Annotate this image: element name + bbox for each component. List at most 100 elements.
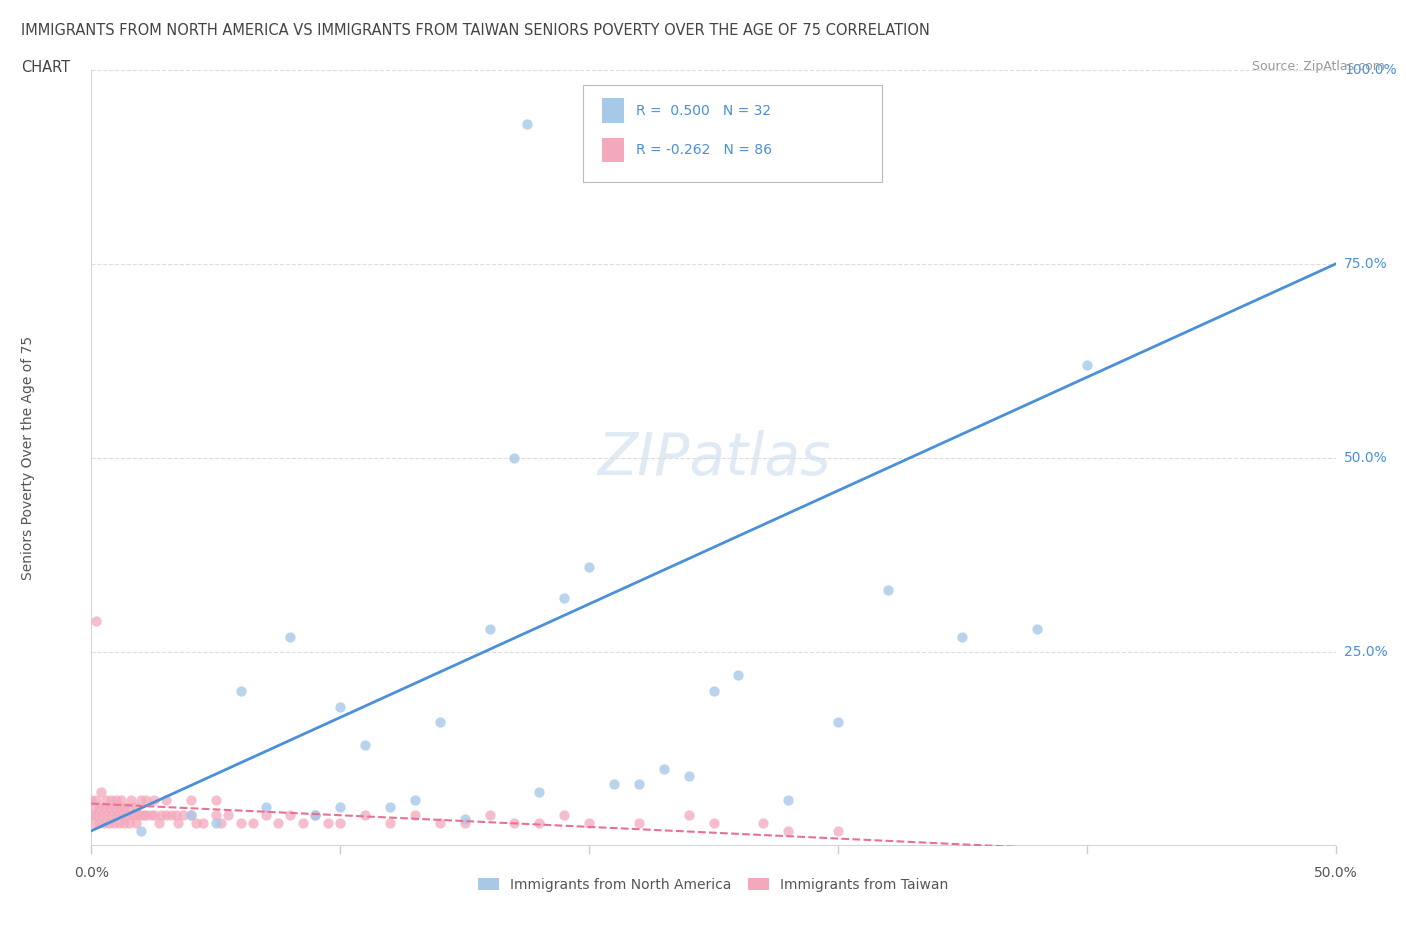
Text: 50.0%: 50.0% xyxy=(1344,451,1388,465)
Point xyxy=(404,792,426,807)
Point xyxy=(103,800,125,815)
Point xyxy=(86,614,108,629)
Text: 100.0%: 100.0% xyxy=(1344,62,1396,77)
Point xyxy=(529,785,551,800)
Point xyxy=(80,792,103,807)
Point xyxy=(107,800,129,815)
Point xyxy=(105,808,128,823)
Point xyxy=(120,808,142,823)
Point xyxy=(129,808,152,823)
Point xyxy=(80,808,103,823)
Point xyxy=(354,808,377,823)
Point xyxy=(83,816,105,830)
Point xyxy=(280,630,302,644)
Point xyxy=(97,800,120,815)
Point xyxy=(205,792,228,807)
Point xyxy=(184,816,207,830)
Point xyxy=(110,792,132,807)
Point xyxy=(193,816,215,830)
Point xyxy=(86,808,108,823)
Point xyxy=(112,800,135,815)
FancyBboxPatch shape xyxy=(602,99,624,123)
Point xyxy=(103,816,125,830)
Point xyxy=(280,808,302,823)
Point xyxy=(205,808,228,823)
Point xyxy=(93,800,115,815)
Point xyxy=(316,816,339,830)
Text: 25.0%: 25.0% xyxy=(1344,645,1388,659)
Point xyxy=(180,808,202,823)
Point xyxy=(291,816,314,830)
Text: R =  0.500   N = 32: R = 0.500 N = 32 xyxy=(637,103,772,118)
Point xyxy=(148,816,170,830)
Point xyxy=(172,808,194,823)
Point xyxy=(378,816,401,830)
Point xyxy=(478,808,501,823)
Point xyxy=(155,792,177,807)
Point xyxy=(827,823,849,838)
FancyBboxPatch shape xyxy=(583,86,882,182)
Point xyxy=(90,785,112,800)
Text: R = -0.262   N = 86: R = -0.262 N = 86 xyxy=(637,143,772,157)
Point xyxy=(627,777,650,791)
Point xyxy=(107,816,129,830)
Point xyxy=(1076,357,1098,372)
Point xyxy=(678,769,700,784)
Point xyxy=(429,714,451,729)
Point xyxy=(165,808,187,823)
Point xyxy=(118,800,141,815)
Point xyxy=(429,816,451,830)
Point xyxy=(135,792,157,807)
Point xyxy=(125,816,148,830)
Text: 50.0%: 50.0% xyxy=(1313,866,1358,880)
Text: IMMIGRANTS FROM NORTH AMERICA VS IMMIGRANTS FROM TAIWAN SENIORS POVERTY OVER THE: IMMIGRANTS FROM NORTH AMERICA VS IMMIGRA… xyxy=(21,23,929,38)
Point xyxy=(86,792,108,807)
Point xyxy=(329,800,352,815)
Point xyxy=(727,668,749,683)
Point xyxy=(827,714,849,729)
Point xyxy=(142,808,165,823)
Point xyxy=(96,792,118,807)
Point xyxy=(139,808,162,823)
Point xyxy=(702,684,725,698)
Point xyxy=(229,684,252,698)
Point xyxy=(142,792,165,807)
Point xyxy=(120,792,142,807)
Point xyxy=(155,808,177,823)
Point xyxy=(242,816,264,830)
Point xyxy=(122,808,145,823)
Point xyxy=(96,808,118,823)
Text: 75.0%: 75.0% xyxy=(1344,257,1388,271)
Point xyxy=(132,808,155,823)
Point xyxy=(778,823,800,838)
Legend: Immigrants from North America, Immigrants from Taiwan: Immigrants from North America, Immigrant… xyxy=(472,872,955,897)
Point xyxy=(950,630,973,644)
Point xyxy=(150,808,173,823)
Point xyxy=(83,800,105,815)
Point xyxy=(209,816,232,830)
Point xyxy=(160,808,183,823)
Point xyxy=(110,808,132,823)
Point xyxy=(478,621,501,636)
Point xyxy=(553,808,575,823)
Point xyxy=(90,808,112,823)
Point xyxy=(129,792,152,807)
Point xyxy=(180,792,202,807)
Point xyxy=(167,816,190,830)
Point xyxy=(254,800,277,815)
Point xyxy=(529,816,551,830)
Point xyxy=(180,808,202,823)
Text: Source: ZipAtlas.com: Source: ZipAtlas.com xyxy=(1251,60,1385,73)
Point xyxy=(217,808,239,823)
Point xyxy=(678,808,700,823)
Point xyxy=(516,116,538,131)
Point xyxy=(329,699,352,714)
Point xyxy=(129,823,152,838)
Point xyxy=(404,808,426,823)
Text: 0.0%: 0.0% xyxy=(75,866,108,880)
Text: Seniors Poverty Over the Age of 75: Seniors Poverty Over the Age of 75 xyxy=(21,336,35,580)
Point xyxy=(87,800,110,815)
Point xyxy=(627,816,650,830)
Point xyxy=(553,591,575,605)
Point xyxy=(100,792,122,807)
